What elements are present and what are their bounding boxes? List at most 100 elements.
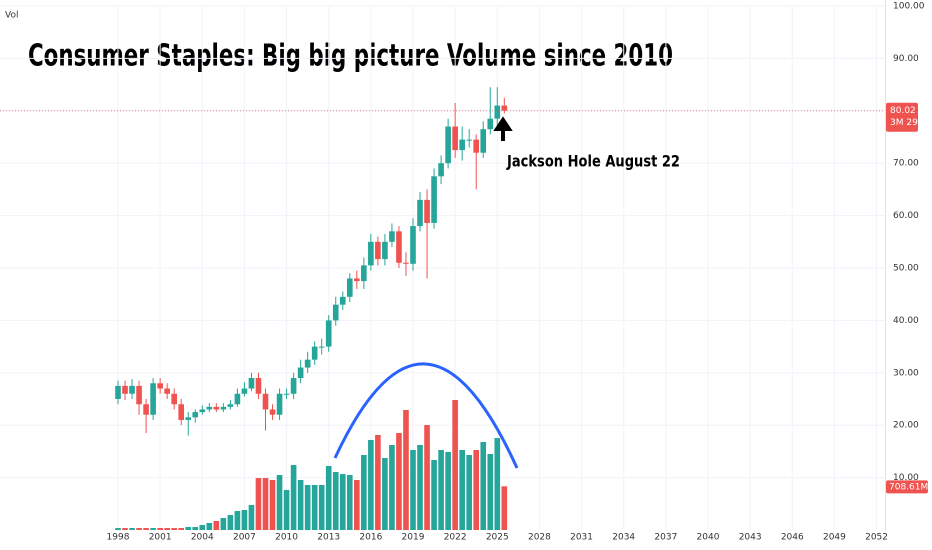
- candle-body: [220, 406, 227, 410]
- volume-bar: [136, 528, 142, 530]
- x-tick-label: 2019: [402, 533, 425, 543]
- last-volume-label: 708.61M: [889, 482, 928, 492]
- x-tick-label: 2025: [486, 533, 509, 543]
- volume-bar: [431, 460, 437, 530]
- volume-bar: [297, 480, 304, 530]
- last-volume-box: [886, 480, 928, 494]
- y-tick-label: 90.00: [893, 54, 919, 64]
- candle-body: [199, 409, 206, 413]
- volume-bar: [241, 510, 248, 530]
- volume-bar: [417, 444, 423, 530]
- candle-body: [164, 388, 170, 394]
- volume-bar: [424, 425, 430, 530]
- candle-body: [480, 129, 487, 153]
- candle-body: [122, 385, 128, 394]
- volume-bar: [290, 465, 297, 530]
- y-tick-label: 100.00: [893, 2, 925, 12]
- x-tick-label: 2013: [317, 533, 340, 543]
- volume-bar: [396, 433, 402, 530]
- candle-body: [466, 139, 472, 141]
- plot: [0, 5, 885, 530]
- volume-bar: [304, 484, 311, 530]
- x-tick-label: 2028: [528, 533, 551, 543]
- x-tick-label: 2049: [823, 533, 846, 543]
- arc-annotation: [333, 362, 519, 469]
- countdown-label: 3M 29d: [890, 118, 924, 128]
- candle-body: [452, 126, 458, 151]
- y-tick-label: 20.00: [893, 421, 919, 431]
- candle-body: [361, 265, 367, 282]
- x-tick-label: 2034: [612, 533, 635, 543]
- chart-title: Consumer Staples: Big big picture Volume…: [28, 39, 673, 74]
- x-tick-label: 2046: [781, 533, 804, 543]
- volume-bar: [248, 504, 255, 530]
- candle-body: [354, 278, 360, 282]
- volume-bar: [325, 466, 332, 530]
- y-tick-label: 30.00: [893, 368, 919, 378]
- candle-body: [501, 105, 508, 111]
- volume-bar: [122, 528, 128, 530]
- candle-body: [494, 105, 501, 119]
- candle-body: [410, 226, 416, 264]
- volume-bar: [466, 454, 472, 530]
- volume-bar: [234, 511, 241, 530]
- candle-body: [276, 393, 283, 415]
- volume-bar: [346, 475, 353, 530]
- candle-body: [311, 346, 318, 360]
- volume-bar: [192, 526, 199, 530]
- candle-body: [339, 296, 346, 305]
- x-tick-label: 1998: [107, 533, 130, 543]
- candle-body: [382, 241, 388, 260]
- volume-bar: [199, 525, 206, 530]
- volume-bar: [494, 438, 501, 530]
- candle-body: [290, 378, 297, 394]
- last-price-label: 80.02: [890, 106, 916, 116]
- volume-bar: [171, 528, 177, 530]
- candle-body: [346, 278, 353, 297]
- candle-body: [248, 378, 255, 389]
- candle-body: [150, 383, 156, 415]
- volume-bar: [445, 452, 451, 530]
- candle-body: [255, 378, 262, 394]
- x-tick-label: 2001: [149, 533, 172, 543]
- candle-body: [318, 346, 325, 348]
- volume-bar: [368, 439, 374, 530]
- last-price-box: [886, 102, 918, 132]
- volume-bar: [150, 528, 156, 530]
- x-tick-label: 2052: [865, 533, 888, 543]
- candle-body: [375, 241, 381, 260]
- volume-bar: [178, 528, 185, 530]
- candle-body: [417, 199, 423, 227]
- volume-bar: [438, 449, 444, 530]
- volume-bar: [115, 528, 121, 530]
- x-tick-label: 2016: [359, 533, 382, 543]
- volume-bar: [410, 449, 416, 530]
- volume-bar: [164, 528, 170, 530]
- volume-bar: [375, 435, 381, 530]
- candle-body: [227, 404, 234, 407]
- candle-body: [445, 126, 451, 164]
- candle-body: [396, 231, 402, 263]
- candle-body: [171, 393, 177, 405]
- volume-bar: [276, 475, 283, 530]
- candle-body: [424, 199, 430, 223]
- x-tick-label: 2031: [570, 533, 593, 543]
- candle-body: [325, 320, 332, 347]
- volume-bar: [262, 478, 269, 530]
- volume-bar: [339, 474, 346, 530]
- candle-body: [459, 139, 465, 151]
- candle-body: [115, 385, 121, 399]
- volume-bar: [382, 457, 388, 530]
- y-tick-label: 10.00: [893, 473, 919, 483]
- volume-bar: [480, 442, 487, 530]
- volume-bar: [332, 471, 339, 530]
- volume-bar: [487, 453, 494, 530]
- volume-bar: [473, 449, 480, 530]
- candle-body: [368, 241, 374, 266]
- candle-body: [269, 409, 276, 415]
- volume-bar: [361, 454, 367, 530]
- candle-body: [283, 393, 290, 395]
- x-tick-label: 2043: [739, 533, 762, 543]
